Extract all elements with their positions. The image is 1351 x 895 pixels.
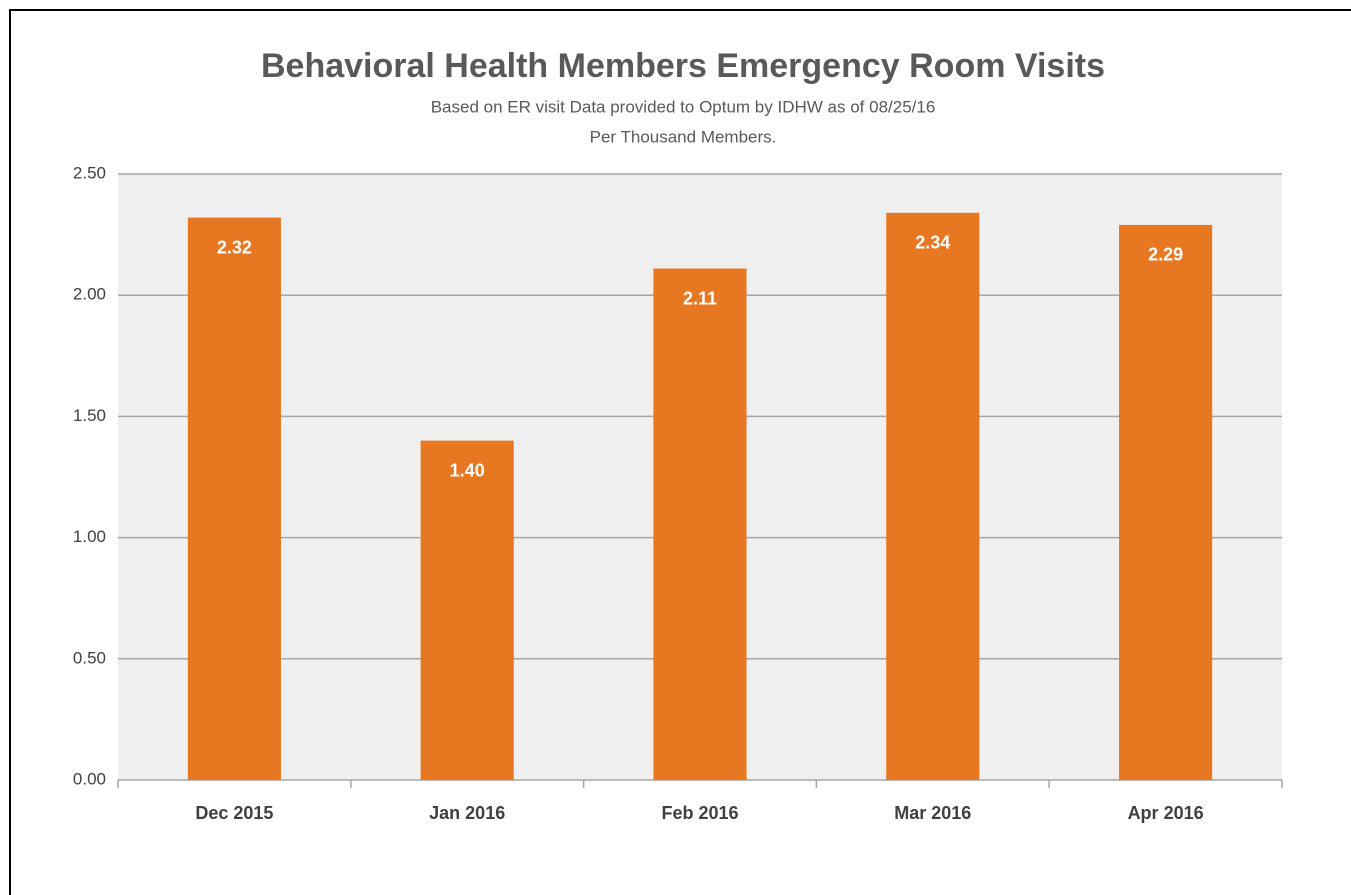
y-tick-label: 1.50: [73, 406, 106, 425]
x-tick-label: Jan 2016: [429, 803, 505, 823]
y-tick-label: 0.00: [73, 769, 106, 788]
bar: [653, 268, 747, 780]
bar: [187, 217, 281, 780]
y-tick-label: 2.00: [73, 285, 106, 304]
data-label: 2.32: [217, 237, 252, 257]
bar: [420, 440, 514, 780]
bar: [1119, 224, 1213, 781]
data-label: 2.34: [915, 233, 950, 253]
data-label: 1.40: [450, 460, 485, 480]
chart-subtitle: Per Thousand Members.: [590, 127, 777, 146]
y-tick-label: 1.00: [73, 527, 106, 546]
x-tick-label: Apr 2016: [1128, 803, 1204, 823]
y-tick-label: 0.50: [73, 648, 106, 667]
data-label: 2.11: [683, 288, 717, 308]
chart-subtitle: Based on ER visit Data provided to Optum…: [431, 97, 936, 116]
bar: [886, 212, 980, 780]
data-label: 2.29: [1148, 245, 1183, 265]
x-tick-label: Dec 2015: [195, 803, 273, 823]
chart-title: Behavioral Health Members Emergency Room…: [261, 47, 1105, 85]
x-tick-label: Mar 2016: [894, 803, 971, 823]
x-tick-label: Feb 2016: [661, 803, 738, 823]
y-tick-label: 2.50: [73, 163, 106, 182]
